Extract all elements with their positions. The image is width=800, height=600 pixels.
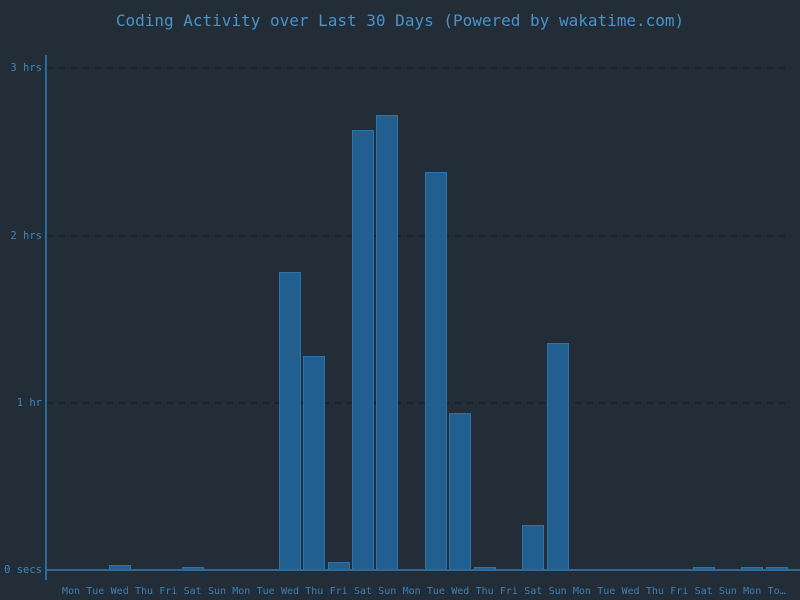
x-tick-label: Mon — [232, 586, 251, 597]
hour-gridline — [47, 67, 790, 70]
x-tick-label: Thu — [475, 586, 494, 597]
x-tick-label: Sun — [378, 586, 397, 597]
x-tick-label: Wed — [451, 586, 470, 597]
x-tick-label: Tue — [597, 586, 616, 597]
x-tick-label: Thu — [645, 586, 664, 597]
hour-gridline — [47, 234, 790, 237]
x-tick-label: Sat — [183, 586, 202, 597]
x-tick-label: To… — [767, 586, 786, 597]
x-tick-label: Sat — [524, 586, 543, 597]
y-tick-label: 3 hrs — [10, 62, 42, 75]
x-tick-label: Sun — [548, 586, 567, 597]
y-tick-label: 1 hr — [16, 396, 42, 409]
x-tick-label: Fri — [499, 586, 518, 597]
x-tick-label: Sun — [718, 586, 737, 597]
x-tick-label: Thu — [134, 586, 154, 597]
x-tick-label: Wed — [280, 586, 300, 597]
bar-day-10-Wed — [279, 272, 301, 570]
x-tick-label: Tue — [256, 586, 275, 597]
x-tick-label: Mon — [61, 586, 81, 597]
chart-title: Coding Activity over Last 30 Days (Power… — [115, 11, 685, 30]
y-tick-label: 0 secs — [4, 564, 42, 576]
x-tick-label: Fri — [159, 586, 178, 597]
x-tick-label: Fri — [329, 586, 348, 597]
y-tick-label: 2 hrs — [10, 229, 42, 242]
y-axis-line — [45, 55, 47, 580]
x-tick-label: Sun — [207, 586, 227, 597]
bar-day-11-Thu — [303, 356, 326, 570]
bar-day-17-Wed — [449, 413, 472, 570]
x-tick-label: Mon — [572, 586, 591, 597]
x-axis-line — [45, 569, 800, 571]
x-tick-label: Sat — [353, 586, 373, 597]
hour-gridline — [47, 401, 790, 404]
x-tick-label: Fri — [670, 586, 689, 597]
bar-day-16-Tue — [424, 172, 447, 570]
x-tick-label: Wed — [110, 586, 129, 597]
x-tick-label: Thu — [305, 586, 324, 597]
bar-day-21-Sun — [546, 343, 569, 570]
x-tick-label: Mon — [743, 586, 762, 597]
x-tick-label: Mon — [402, 586, 421, 597]
x-tick-label: Tue — [86, 586, 105, 597]
bar-day-20-Sat — [522, 525, 545, 570]
x-tick-label: Tue — [426, 586, 445, 597]
bar-day-13-Sat — [352, 130, 374, 570]
x-tick-label: Wed — [621, 586, 640, 597]
bar-day-14-Sun — [376, 115, 399, 570]
x-tick-label: Sat — [694, 586, 713, 597]
